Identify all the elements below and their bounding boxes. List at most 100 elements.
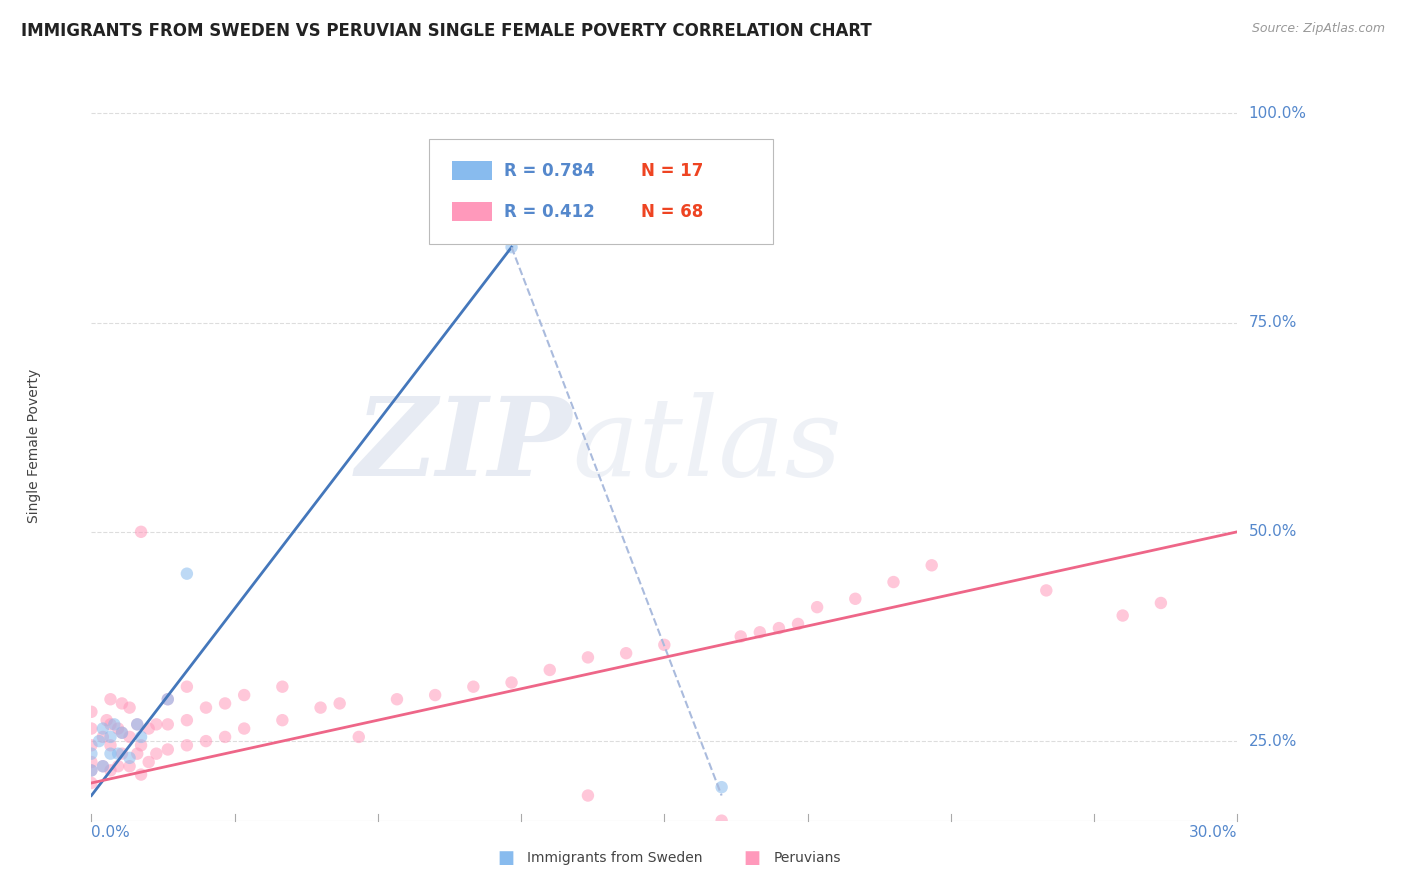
Point (111, 747, 134, 761)
Text: ■: ■ (498, 849, 515, 867)
Text: 25.0%: 25.0% (1249, 733, 1298, 748)
Text: ZIP: ZIP (356, 392, 572, 500)
Point (129, 524, 152, 539)
Point (710, 814, 733, 828)
Point (501, 240, 523, 254)
Point (194, 700, 217, 714)
Point (111, 697, 134, 711)
Point (385, 692, 408, 706)
Point (233, 722, 256, 736)
Point (118, 700, 141, 714)
Point (100, 747, 122, 761)
Text: 0.0%: 0.0% (91, 825, 131, 840)
Point (768, 621, 790, 635)
Point (844, 591, 866, 606)
Point (87, 734, 110, 748)
Point (96, 713, 118, 727)
Text: 50.0%: 50.0% (1249, 524, 1298, 540)
Point (614, 646, 637, 660)
Text: Immigrants from Sweden: Immigrants from Sweden (527, 851, 703, 865)
Point (576, 650, 599, 665)
Point (1035, 583, 1057, 598)
Point (107, 747, 129, 761)
Point (538, 663, 561, 677)
Point (91, 722, 114, 736)
Point (111, 725, 134, 739)
Point (176, 739, 198, 753)
Text: N = 17: N = 17 (641, 162, 704, 180)
Point (80, 722, 103, 736)
Point (347, 730, 370, 744)
Point (118, 730, 141, 744)
Point (118, 751, 141, 765)
Point (710, 780, 733, 794)
Point (129, 730, 152, 744)
Point (80, 776, 103, 790)
Point (329, 697, 352, 711)
Text: Source: ZipAtlas.com: Source: ZipAtlas.com (1251, 22, 1385, 36)
Point (100, 730, 122, 744)
Text: R = 0.412: R = 0.412 (503, 203, 595, 221)
Point (309, 700, 332, 714)
Text: 30.0%: 30.0% (1189, 825, 1237, 840)
Point (730, 630, 752, 644)
Point (100, 692, 122, 706)
Point (1111, 608, 1133, 623)
Point (107, 759, 129, 773)
Point (138, 722, 160, 736)
Point (463, 680, 485, 694)
Point (80, 764, 103, 778)
Point (271, 680, 294, 694)
Point (176, 713, 198, 727)
Point (921, 558, 943, 573)
Point (576, 789, 599, 803)
Point (156, 692, 179, 706)
Point (100, 764, 122, 778)
Point (129, 767, 152, 781)
Point (129, 739, 152, 753)
Point (127, 717, 149, 731)
Point (127, 717, 149, 731)
Point (787, 616, 810, 631)
Text: 100.0%: 100.0% (1249, 106, 1306, 120)
Point (423, 688, 446, 702)
Point (806, 600, 828, 615)
Text: Peruvians: Peruvians (773, 851, 841, 865)
FancyBboxPatch shape (429, 139, 773, 244)
Point (882, 575, 904, 590)
Bar (453, 161, 492, 180)
Point (80, 739, 103, 753)
Point (100, 739, 122, 753)
Point (80, 755, 103, 769)
Point (176, 566, 198, 581)
Point (80, 747, 103, 761)
Point (91, 759, 114, 773)
Point (1150, 596, 1173, 610)
Point (194, 734, 217, 748)
Bar (453, 202, 492, 221)
Point (501, 675, 523, 690)
Text: 75.0%: 75.0% (1249, 315, 1298, 330)
Text: IMMIGRANTS FROM SWEDEN VS PERUVIAN SINGLE FEMALE POVERTY CORRELATION CHART: IMMIGRANTS FROM SWEDEN VS PERUVIAN SINGL… (21, 22, 872, 40)
Text: N = 68: N = 68 (641, 203, 703, 221)
Point (118, 759, 141, 773)
Point (103, 717, 125, 731)
Point (80, 705, 103, 719)
Text: atlas: atlas (572, 392, 842, 500)
Point (748, 625, 770, 640)
Point (100, 717, 122, 731)
Point (176, 680, 198, 694)
Text: R = 0.784: R = 0.784 (503, 162, 595, 180)
Point (80, 764, 103, 778)
Point (233, 688, 256, 702)
Point (145, 747, 167, 761)
Point (271, 713, 294, 727)
Point (652, 638, 675, 652)
Point (214, 697, 236, 711)
Point (156, 742, 179, 756)
Point (156, 717, 179, 731)
Point (111, 725, 134, 739)
Point (145, 717, 167, 731)
Text: Single Female Poverty: Single Female Poverty (27, 369, 41, 523)
Point (91, 730, 114, 744)
